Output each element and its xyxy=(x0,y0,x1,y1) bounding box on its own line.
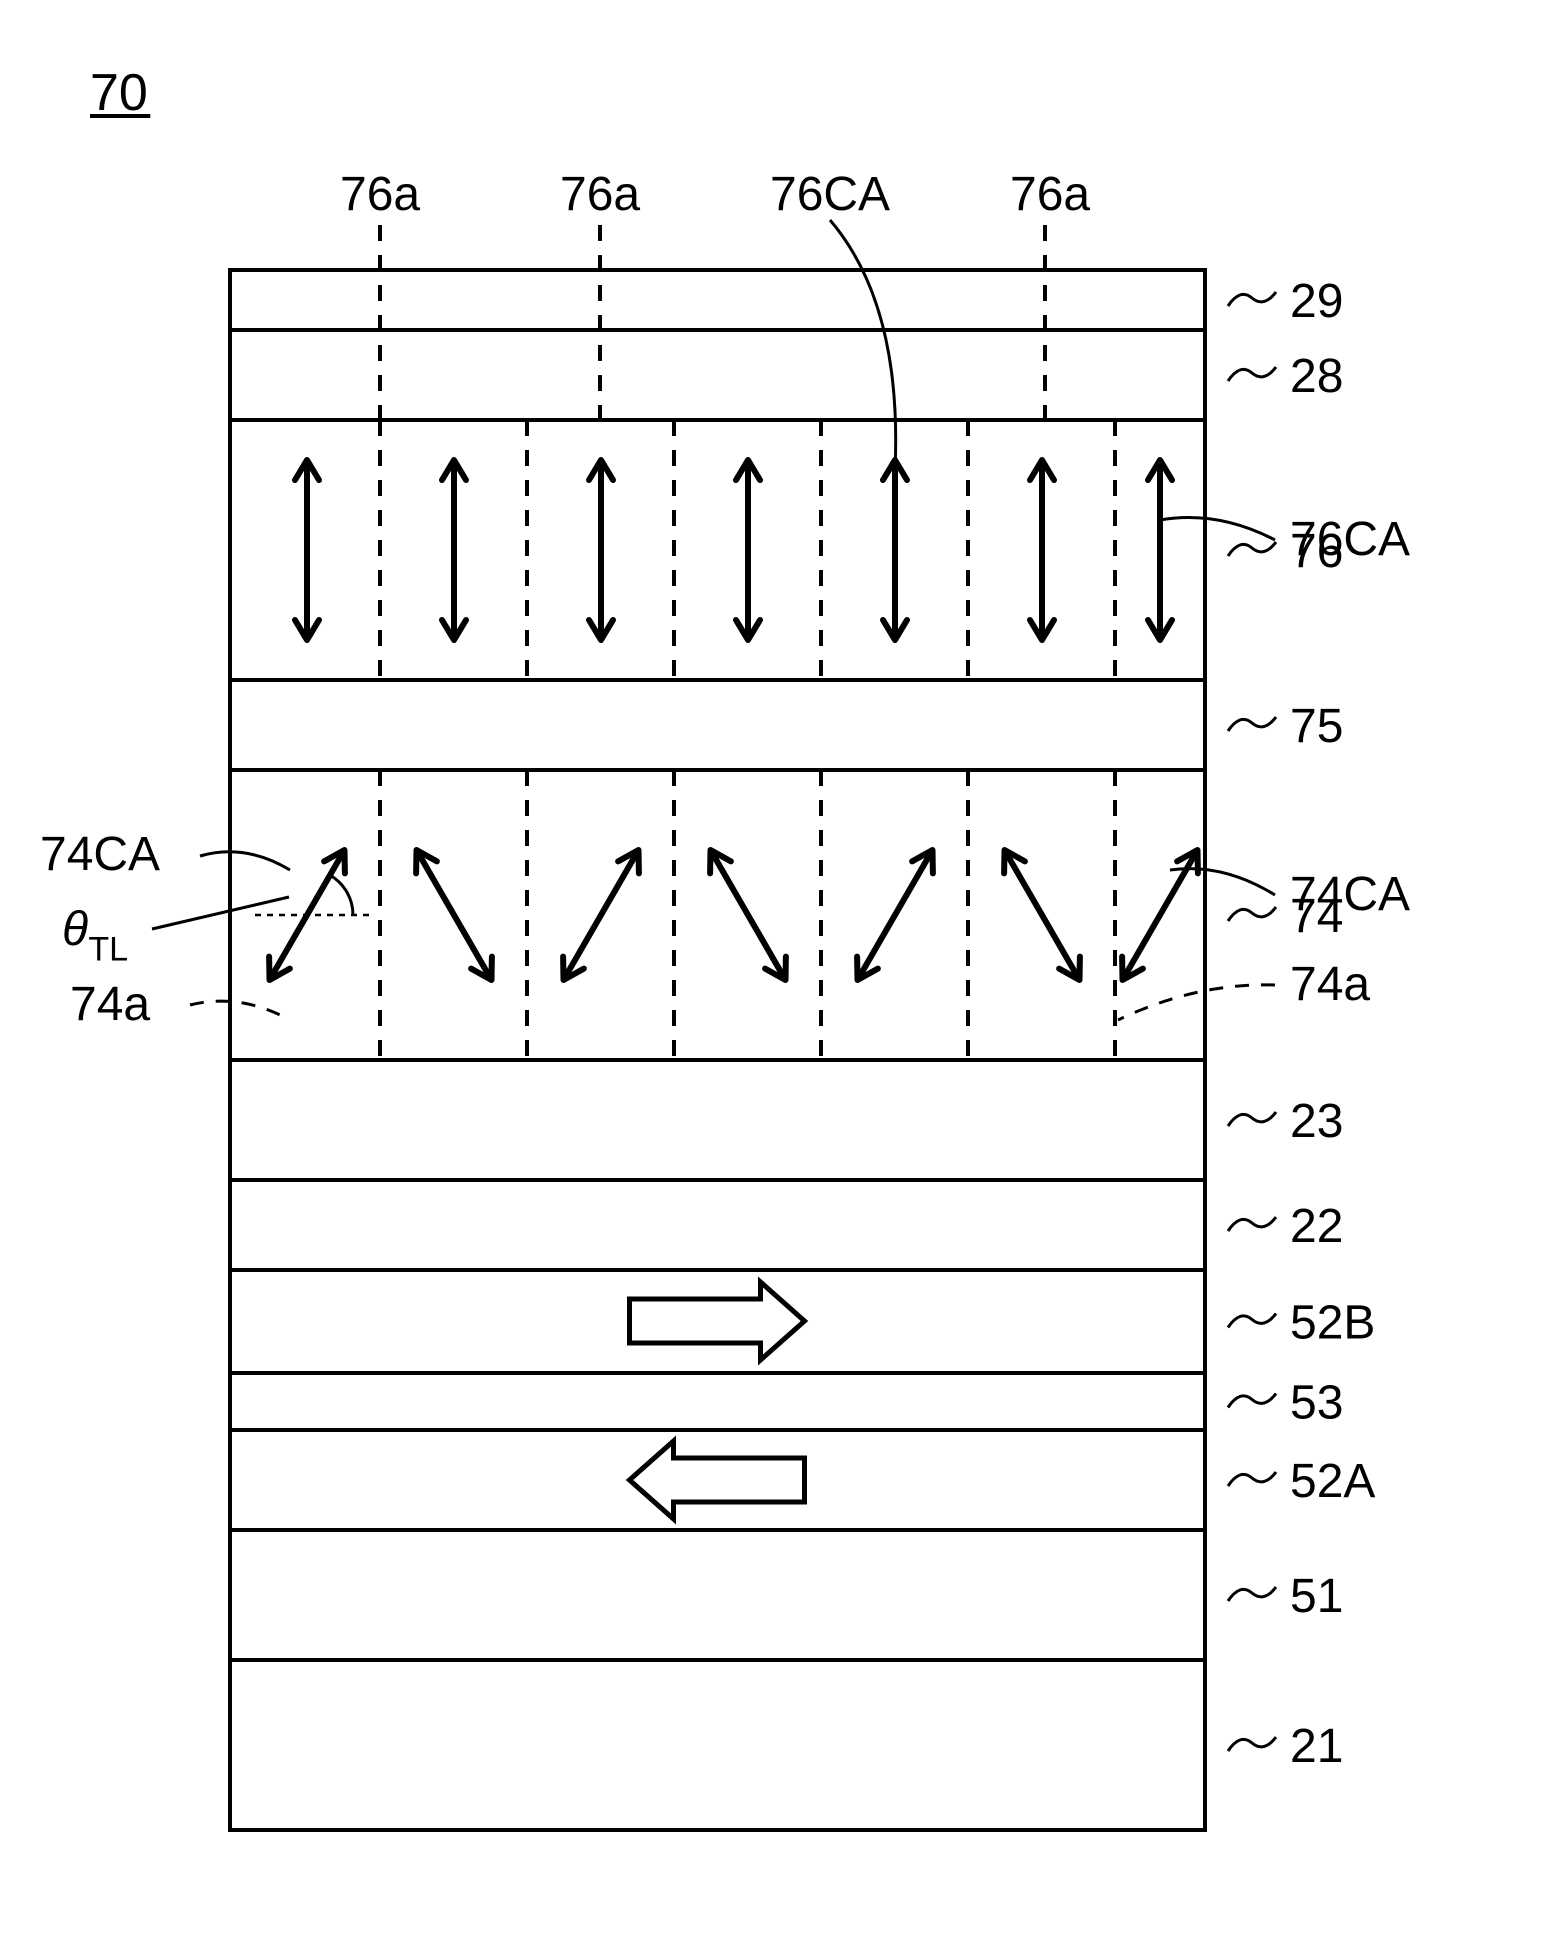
label-lead xyxy=(1228,292,1276,306)
double-arrow xyxy=(563,850,639,980)
layer-stack xyxy=(230,270,1205,1830)
callout-lead xyxy=(200,852,290,870)
callout-top-3: 76a xyxy=(1010,168,1090,221)
callout-top-2: 76CA xyxy=(770,168,890,221)
callout-side-1: 74CA xyxy=(1290,868,1410,921)
double-arrow xyxy=(1030,460,1054,640)
double-arrow xyxy=(857,850,933,980)
label-lead xyxy=(1228,1217,1276,1231)
label-lead xyxy=(1228,542,1276,556)
callout-top-1: 76a xyxy=(560,168,640,221)
callout-side-2: 74a xyxy=(1290,958,1370,1011)
callout-curve xyxy=(830,220,896,470)
callout-side-0: 76CA xyxy=(1290,513,1410,566)
callout-lead xyxy=(1118,985,1275,1020)
figure-number: 70 xyxy=(90,64,148,122)
block-arrow-right xyxy=(630,1282,805,1360)
label-lead xyxy=(1228,1314,1276,1328)
double-arrow xyxy=(442,460,466,640)
label-lead xyxy=(1228,1737,1276,1751)
svg-text:θ: θ xyxy=(62,903,88,956)
svg-text:TL: TL xyxy=(88,930,128,968)
callout-side-4: 74a xyxy=(70,978,150,1031)
callout-top-0: 76a xyxy=(340,168,420,221)
callout-lead xyxy=(190,1001,290,1020)
layer-label-29: 29 xyxy=(1290,275,1343,328)
label-lead xyxy=(1228,1472,1276,1486)
double-arrow xyxy=(1148,460,1172,640)
layer-label-28: 28 xyxy=(1290,350,1343,403)
layer-label-22: 22 xyxy=(1290,1200,1343,1253)
layer-label-75: 75 xyxy=(1290,700,1343,753)
layer-label-52B: 52B xyxy=(1290,1296,1375,1349)
label-lead xyxy=(1228,1587,1276,1601)
double-arrow xyxy=(1004,850,1080,980)
layer-label-23: 23 xyxy=(1290,1095,1343,1148)
double-arrow xyxy=(416,850,492,980)
double-arrow xyxy=(295,460,319,640)
label-lead xyxy=(1228,907,1276,921)
label-lead xyxy=(1228,367,1276,381)
label-lead xyxy=(1228,1112,1276,1126)
double-arrow xyxy=(710,850,786,980)
label-lead xyxy=(1228,717,1276,731)
layer-label-21: 21 xyxy=(1290,1720,1343,1773)
layer-label-53: 53 xyxy=(1290,1376,1343,1429)
double-arrow xyxy=(736,460,760,640)
callout-side-3: 74CA xyxy=(40,828,160,881)
theta-label: θTL xyxy=(62,903,128,968)
double-arrow xyxy=(589,460,613,640)
callout-lead xyxy=(1160,518,1275,541)
layer-label-52A: 52A xyxy=(1290,1455,1375,1508)
block-arrow-left xyxy=(630,1441,805,1519)
label-lead xyxy=(1228,1394,1276,1408)
double-arrow xyxy=(883,460,907,640)
layer-label-51: 51 xyxy=(1290,1570,1343,1623)
theta-arc xyxy=(330,875,353,915)
